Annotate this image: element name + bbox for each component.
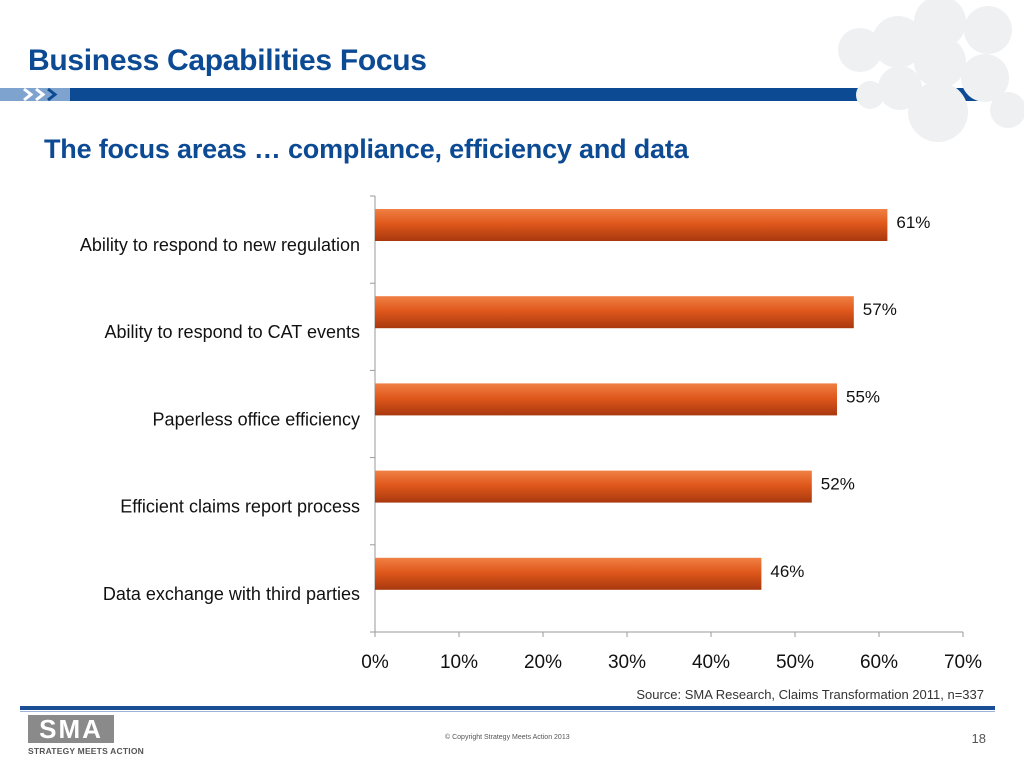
bar-chart: 0% 10% 20% 30% 40% 50% 60% 70% 61% Ability to res… <box>80 195 982 673</box>
category-label: Ability to respond to new regulation <box>80 235 360 255</box>
decorative-circles <box>838 0 1024 142</box>
bar-data-label: 52% <box>821 475 855 494</box>
x-tick-label: 20% <box>524 652 562 673</box>
bar <box>375 296 854 329</box>
category-label: Ability to respond to CAT events <box>105 322 360 342</box>
bar <box>375 383 837 416</box>
logo-mark: SMA <box>28 715 114 743</box>
slide-subtitle: The focus areas … compliance, efficiency… <box>44 134 689 164</box>
x-tick-label: 10% <box>440 652 478 673</box>
bar <box>375 209 888 241</box>
slide-title: Business Capabilities Focus <box>28 44 427 77</box>
x-tick-label: 0% <box>361 652 389 673</box>
bar-data-label: 57% <box>863 300 897 319</box>
logo-tagline: STRATEGY MEETS ACTION <box>28 746 144 756</box>
footer-divider <box>20 706 995 710</box>
title-divider-bar <box>0 87 1000 102</box>
sma-logo: SMA STRATEGY MEETS ACTION <box>28 715 144 763</box>
category-label: Data exchange with third parties <box>103 584 360 604</box>
x-tick-label: 60% <box>860 652 898 673</box>
x-tick-label: 70% <box>944 652 982 673</box>
page-number: 18 <box>971 731 986 746</box>
footer-divider-thin <box>20 711 995 712</box>
category-label: Efficient claims report process <box>120 497 360 517</box>
source-note: Source: SMA Research, Claims Transformat… <box>636 687 984 702</box>
bar-data-label: 61% <box>896 213 930 232</box>
x-tick-label: 40% <box>692 652 730 673</box>
category-label: Paperless office efficiency <box>153 409 360 429</box>
bar-data-label: 55% <box>846 387 880 406</box>
x-tick-label: 30% <box>608 652 646 673</box>
bar <box>375 557 762 590</box>
bar-data-label: 46% <box>770 562 804 581</box>
copyright-notice: © Copyright Strategy Meets Action 2013 <box>445 734 570 741</box>
x-tick-label: 50% <box>776 652 814 673</box>
bar <box>375 470 812 503</box>
